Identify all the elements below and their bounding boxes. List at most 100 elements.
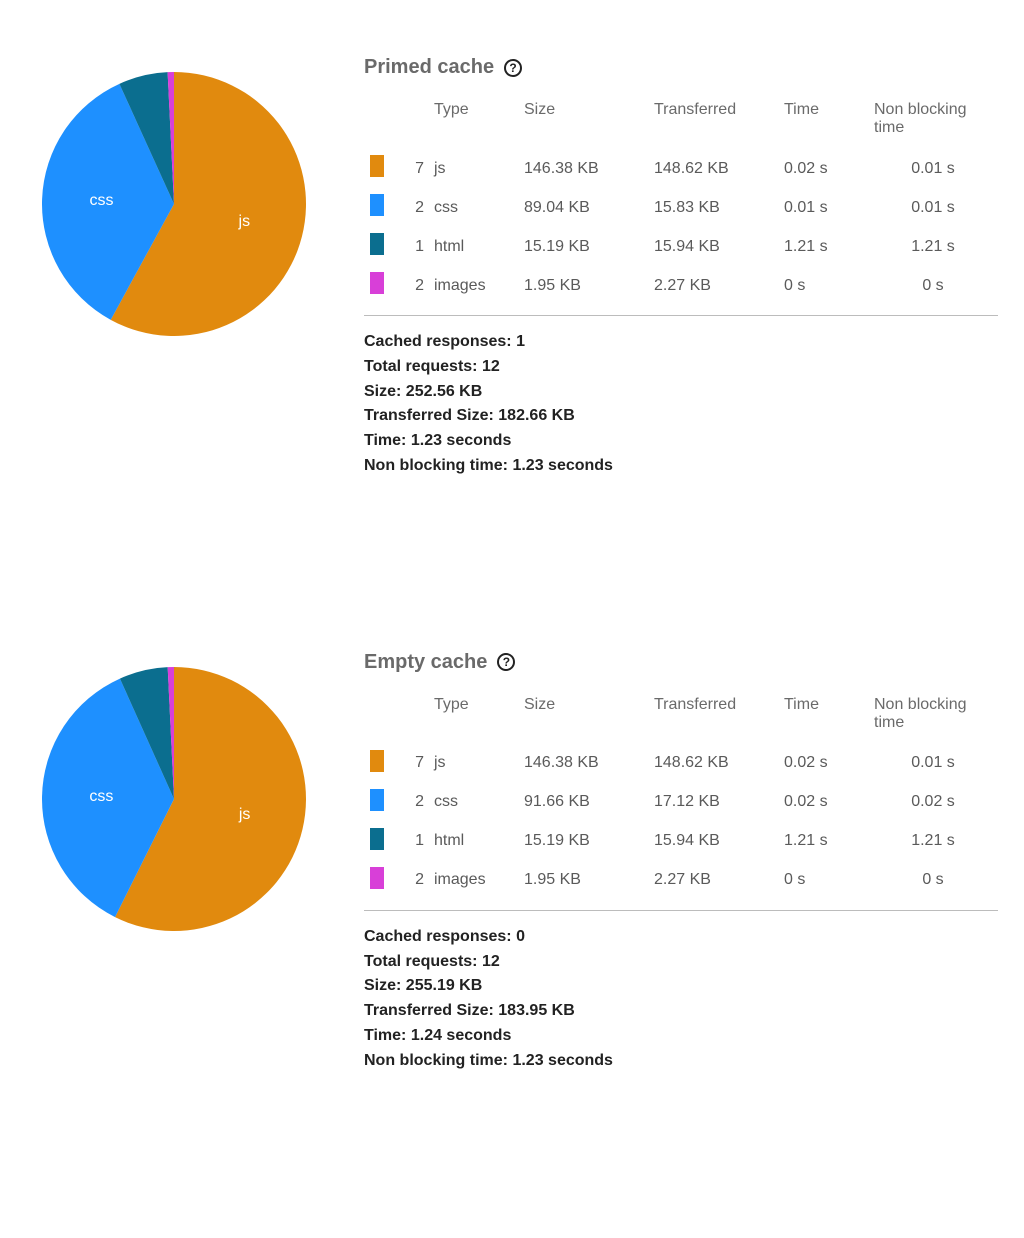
- cell-transferred: 15.83 KB: [648, 188, 778, 227]
- table-row: 7 js 146.38 KB 148.62 KB 0.02 s 0.01 s: [364, 744, 998, 783]
- th-nbt: Non blocking time: [868, 95, 998, 149]
- swatch-html: [370, 233, 384, 255]
- summary-line: Non blocking time: 1.23 seconds: [364, 1049, 998, 1074]
- summary-line: Transferred Size: 182.66 KB: [364, 404, 998, 429]
- cell-type: css: [428, 188, 518, 227]
- th-size: Size: [518, 95, 648, 149]
- cell-transferred: 15.94 KB: [648, 822, 778, 861]
- cell-transferred: 15.94 KB: [648, 227, 778, 266]
- cell-time: 0.02 s: [778, 783, 868, 822]
- cell-count: 1: [390, 227, 428, 266]
- cell-type: js: [428, 149, 518, 188]
- cell-count: 1: [390, 822, 428, 861]
- swatch-images: [370, 867, 384, 889]
- cell-size: 1.95 KB: [518, 266, 648, 305]
- cell-size: 146.38 KB: [518, 149, 648, 188]
- cell-size: 1.95 KB: [518, 861, 648, 900]
- cell-nbt: 0 s: [868, 266, 998, 305]
- th-time: Time: [778, 690, 868, 744]
- cell-count: 2: [390, 188, 428, 227]
- swatch-css: [370, 789, 384, 811]
- cell-transferred: 2.27 KB: [648, 861, 778, 900]
- cell-time: 0.01 s: [778, 188, 868, 227]
- cell-nbt: 0.02 s: [868, 783, 998, 822]
- summary-line: Time: 1.23 seconds: [364, 429, 998, 454]
- cell-size: 89.04 KB: [518, 188, 648, 227]
- cell-size: 15.19 KB: [518, 227, 648, 266]
- swatch-images: [370, 272, 384, 294]
- cell-count: 2: [390, 861, 428, 900]
- summary-line: Time: 1.24 seconds: [364, 1024, 998, 1049]
- table-row: 1 html 15.19 KB 15.94 KB 1.21 s 1.21 s: [364, 822, 998, 861]
- cell-time: 1.21 s: [778, 822, 868, 861]
- th-nbt: Non blocking time: [868, 690, 998, 744]
- summary-block: Cached responses: 0Total requests: 12Siz…: [364, 925, 998, 1074]
- swatch-js: [370, 155, 384, 177]
- resource-table: Type Size Transferred Time Non blocking …: [364, 95, 998, 305]
- cell-nbt: 1.21 s: [868, 822, 998, 861]
- cell-time: 0 s: [778, 266, 868, 305]
- section-empty: jscss Empty cache ? Type Size Transferre…: [16, 619, 1008, 1074]
- cell-type: images: [428, 861, 518, 900]
- separator: [364, 315, 998, 316]
- cell-count: 2: [390, 783, 428, 822]
- th-type: Type: [428, 95, 518, 149]
- cell-nbt: 0 s: [868, 861, 998, 900]
- table-row: 2 images 1.95 KB 2.27 KB 0 s 0 s: [364, 861, 998, 900]
- cell-nbt: 0.01 s: [868, 188, 998, 227]
- cell-nbt: 0.01 s: [868, 744, 998, 783]
- cell-type: html: [428, 822, 518, 861]
- table-row: 1 html 15.19 KB 15.94 KB 1.21 s 1.21 s: [364, 227, 998, 266]
- cell-size: 91.66 KB: [518, 783, 648, 822]
- swatch-html: [370, 828, 384, 850]
- cell-transferred: 17.12 KB: [648, 783, 778, 822]
- cell-type: js: [428, 744, 518, 783]
- th-transferred: Transferred: [648, 95, 778, 149]
- cell-transferred: 148.62 KB: [648, 149, 778, 188]
- cell-time: 0.02 s: [778, 149, 868, 188]
- help-icon[interactable]: ?: [497, 653, 515, 671]
- pie-chart-primed: jscss: [24, 24, 324, 336]
- table-row: 2 images 1.95 KB 2.27 KB 0 s 0 s: [364, 266, 998, 305]
- table-row: 2 css 91.66 KB 17.12 KB 0.02 s 0.02 s: [364, 783, 998, 822]
- cell-type: html: [428, 227, 518, 266]
- summary-line: Transferred Size: 183.95 KB: [364, 999, 998, 1024]
- cell-type: images: [428, 266, 518, 305]
- swatch-js: [370, 750, 384, 772]
- cell-nbt: 0.01 s: [868, 149, 998, 188]
- summary-line: Cached responses: 0: [364, 925, 998, 950]
- summary-line: Total requests: 12: [364, 355, 998, 380]
- section-title: Primed cache: [364, 56, 494, 79]
- cell-nbt: 1.21 s: [868, 227, 998, 266]
- section-title: Empty cache: [364, 651, 487, 674]
- table-row: 2 css 89.04 KB 15.83 KB 0.01 s 0.01 s: [364, 188, 998, 227]
- cell-count: 7: [390, 149, 428, 188]
- cell-count: 2: [390, 266, 428, 305]
- th-type: Type: [428, 690, 518, 744]
- th-transferred: Transferred: [648, 690, 778, 744]
- cell-time: 0.02 s: [778, 744, 868, 783]
- help-icon[interactable]: ?: [504, 59, 522, 77]
- summary-line: Size: 252.56 KB: [364, 380, 998, 405]
- cell-time: 1.21 s: [778, 227, 868, 266]
- summary-line: Total requests: 12: [364, 950, 998, 975]
- pie-chart-empty: jscss: [24, 619, 324, 931]
- section-primed: jscss Primed cache ? Type Size Transferr…: [16, 24, 1008, 479]
- cell-transferred: 148.62 KB: [648, 744, 778, 783]
- cell-time: 0 s: [778, 861, 868, 900]
- cell-size: 15.19 KB: [518, 822, 648, 861]
- separator: [364, 910, 998, 911]
- table-row: 7 js 146.38 KB 148.62 KB 0.02 s 0.01 s: [364, 149, 998, 188]
- cell-transferred: 2.27 KB: [648, 266, 778, 305]
- summary-block: Cached responses: 1Total requests: 12Siz…: [364, 330, 998, 479]
- summary-line: Size: 255.19 KB: [364, 974, 998, 999]
- swatch-css: [370, 194, 384, 216]
- cell-count: 7: [390, 744, 428, 783]
- resource-table: Type Size Transferred Time Non blocking …: [364, 690, 998, 900]
- cell-type: css: [428, 783, 518, 822]
- th-time: Time: [778, 95, 868, 149]
- summary-line: Cached responses: 1: [364, 330, 998, 355]
- summary-line: Non blocking time: 1.23 seconds: [364, 454, 998, 479]
- th-size: Size: [518, 690, 648, 744]
- cell-size: 146.38 KB: [518, 744, 648, 783]
